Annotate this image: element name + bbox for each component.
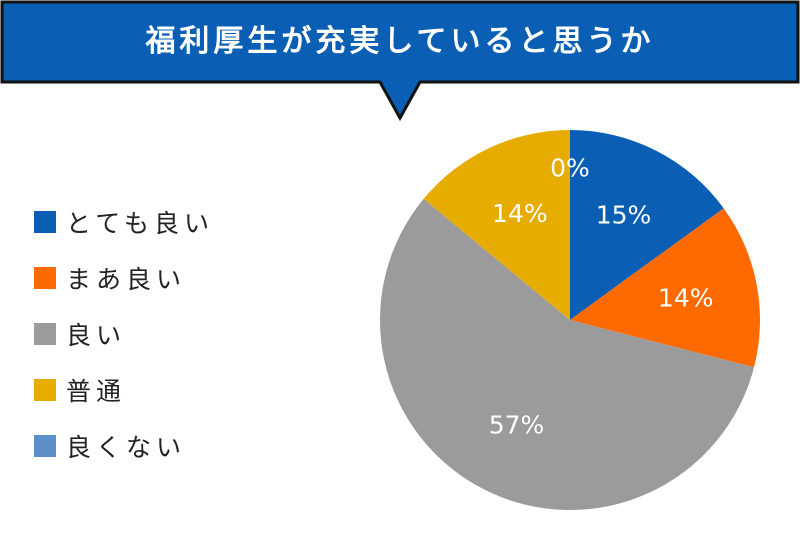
pie-slice xyxy=(570,208,760,368)
chart-legend: とても良い まあ良い 良い 普通 良くない xyxy=(34,194,214,474)
legend-label: 良い xyxy=(66,321,127,350)
legend-item: 良い xyxy=(34,306,214,362)
banner-shape xyxy=(0,0,800,122)
legend-label: まあ良い xyxy=(66,265,187,294)
pie-slice xyxy=(570,130,724,320)
legend-swatch xyxy=(34,435,56,457)
legend-swatch xyxy=(34,267,56,289)
pie-chart: 15%14%57%14%0% xyxy=(380,130,760,510)
title-banner: 福利厚生が充実していると思うか xyxy=(0,0,800,124)
pie-slice xyxy=(380,198,755,510)
legend-label: とても良い xyxy=(66,209,215,238)
slice-data-label: 57% xyxy=(489,410,545,439)
legend-item: まあ良い xyxy=(34,250,214,306)
slice-data-label: 14% xyxy=(492,199,548,228)
legend-item: 普通 xyxy=(34,362,214,418)
legend-item: とても良い xyxy=(34,194,214,250)
page-title: 福利厚生が充実していると思うか xyxy=(145,24,655,59)
legend-label: 普通 xyxy=(66,377,127,406)
slice-data-label: 0% xyxy=(550,154,590,183)
slice-data-label: 15% xyxy=(596,201,652,230)
legend-swatch xyxy=(34,211,56,233)
pie-slice xyxy=(423,130,570,320)
legend-swatch xyxy=(34,323,56,345)
legend-swatch xyxy=(34,379,56,401)
slice-data-label: 14% xyxy=(658,283,714,312)
legend-label: 良くない xyxy=(66,433,187,462)
legend-item: 良くない xyxy=(34,418,214,474)
